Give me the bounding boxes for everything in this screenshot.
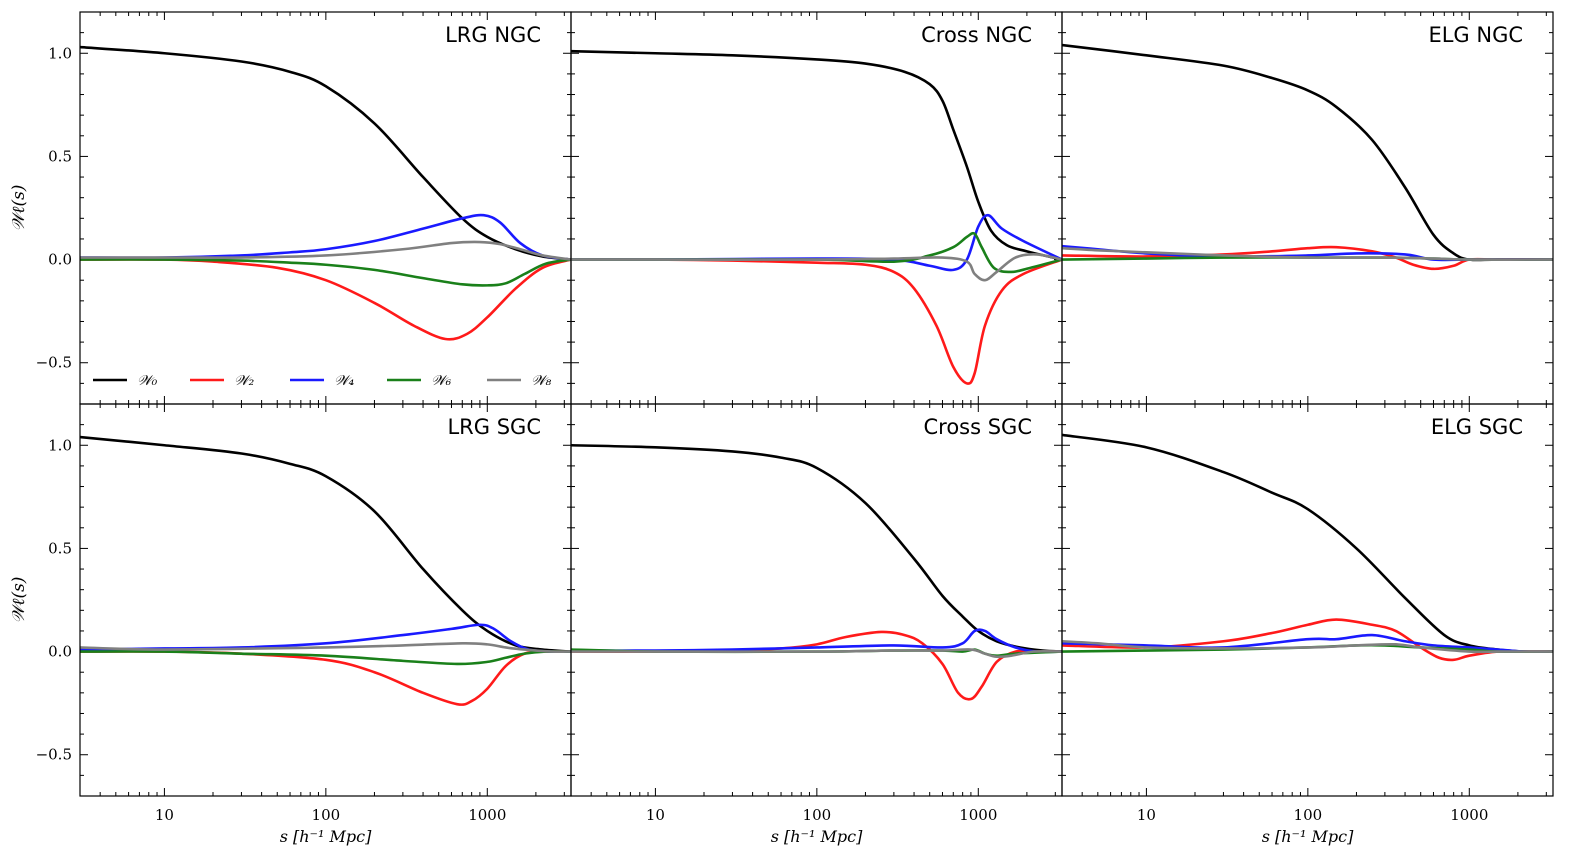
panel-frame [570, 11, 1063, 405]
panel-lrg-sgc: −0.5 0.0 0.5 1.0 10 100 1000 s [h⁻¹ Mpc] 𝒲ℓ(s) LR… [9, 403, 572, 846]
series-line-w6 [571, 231, 1062, 274]
x-axis-label: s [h⁻¹ Mpc] [771, 827, 863, 846]
series-line-w8 [80, 240, 571, 261]
y-axis-label: 𝒲ℓ(s) [9, 185, 29, 232]
legend-label: 𝒲₀ [137, 373, 158, 389]
x-tick-label: 10 [155, 806, 174, 824]
series-line-w6 [80, 650, 571, 666]
series-line-w8 [1062, 639, 1553, 654]
panel-frame [570, 403, 1063, 797]
series-line-w8 [571, 648, 1062, 659]
panel-title: ELG NGC [1428, 23, 1523, 47]
series-line-w0 [80, 45, 571, 261]
x-tick-label: 10 [1137, 806, 1156, 824]
legend-label: 𝒲₈ [531, 373, 552, 389]
y-tick-label: −0.5 [36, 746, 72, 764]
series-line-w6 [80, 258, 571, 287]
x-tick-label: 1000 [959, 806, 997, 824]
x-axis-label: s [h⁻¹ Mpc] [280, 827, 372, 846]
series-group [571, 49, 1062, 385]
series-line-w8 [1062, 246, 1553, 261]
panel-title: Cross SGC [923, 415, 1032, 439]
panel-lrg-ngc: −0.5 0.0 0.5 1.0 𝒲ℓ(s) LRG NGC [9, 11, 572, 405]
x-axis-label: s [h⁻¹ Mpc] [1262, 827, 1354, 846]
series-line-w2 [571, 630, 1062, 701]
legend: 𝒲₀ 𝒲₂ 𝒲₄ 𝒲₆ 𝒲₈ [93, 373, 552, 389]
panel-cross-ngc: Cross NGC [570, 11, 1063, 405]
legend-label: 𝒲₂ [234, 373, 255, 389]
x-tick-label: 1000 [1450, 806, 1488, 824]
x-tick-label: 100 [803, 806, 832, 824]
x-tick-label: 10 [646, 806, 665, 824]
series-line-w0 [571, 443, 1062, 653]
y-tick-label: −0.5 [36, 354, 72, 372]
x-tick-label: 100 [312, 806, 341, 824]
legend-label: 𝒲₄ [334, 373, 355, 389]
panel-title: LRG SGC [447, 415, 541, 439]
series-group [1062, 433, 1553, 662]
panel-elg-sgc: 10 100 1000 s [h⁻¹ Mpc] ELG SGC [1061, 403, 1554, 846]
legend-label: 𝒲₆ [431, 373, 452, 389]
series-group [80, 435, 571, 706]
series-group [80, 45, 571, 341]
panel-title: ELG SGC [1431, 415, 1523, 439]
y-axis-label: 𝒲ℓ(s) [9, 577, 29, 624]
series-line-w8 [80, 641, 571, 654]
series-line-w0 [571, 49, 1062, 261]
panel-frame [79, 11, 572, 405]
y-tick-label: 0.0 [48, 643, 72, 661]
y-tick-label: 0.0 [48, 251, 72, 269]
series-line-w2 [80, 258, 571, 341]
panel-cross-sgc: 10 100 1000 s [h⁻¹ Mpc] Cross SGC [570, 403, 1063, 846]
series-line-w4 [80, 213, 571, 261]
series-line-w0 [1062, 433, 1553, 654]
x-tick-label: 1000 [468, 806, 506, 824]
series-group [1062, 43, 1553, 271]
panel-title: Cross NGC [921, 23, 1032, 47]
panel-frame [79, 403, 572, 797]
y-tick-label: 0.5 [48, 539, 72, 557]
panel-frame [1061, 11, 1554, 405]
panel-title: LRG NGC [445, 23, 541, 47]
x-tick-label: 100 [1294, 806, 1323, 824]
series-group [571, 443, 1062, 701]
y-tick-label: 1.0 [48, 44, 72, 62]
series-line-w4 [571, 628, 1062, 654]
series-line-w8 [571, 253, 1062, 282]
y-tick-label: 1.0 [48, 436, 72, 454]
series-line-w0 [1062, 43, 1553, 262]
panel-elg-ngc: ELG NGC [1061, 11, 1554, 405]
panel-frame [1061, 403, 1554, 797]
series-line-w0 [80, 435, 571, 653]
y-tick-label: 0.5 [48, 147, 72, 165]
